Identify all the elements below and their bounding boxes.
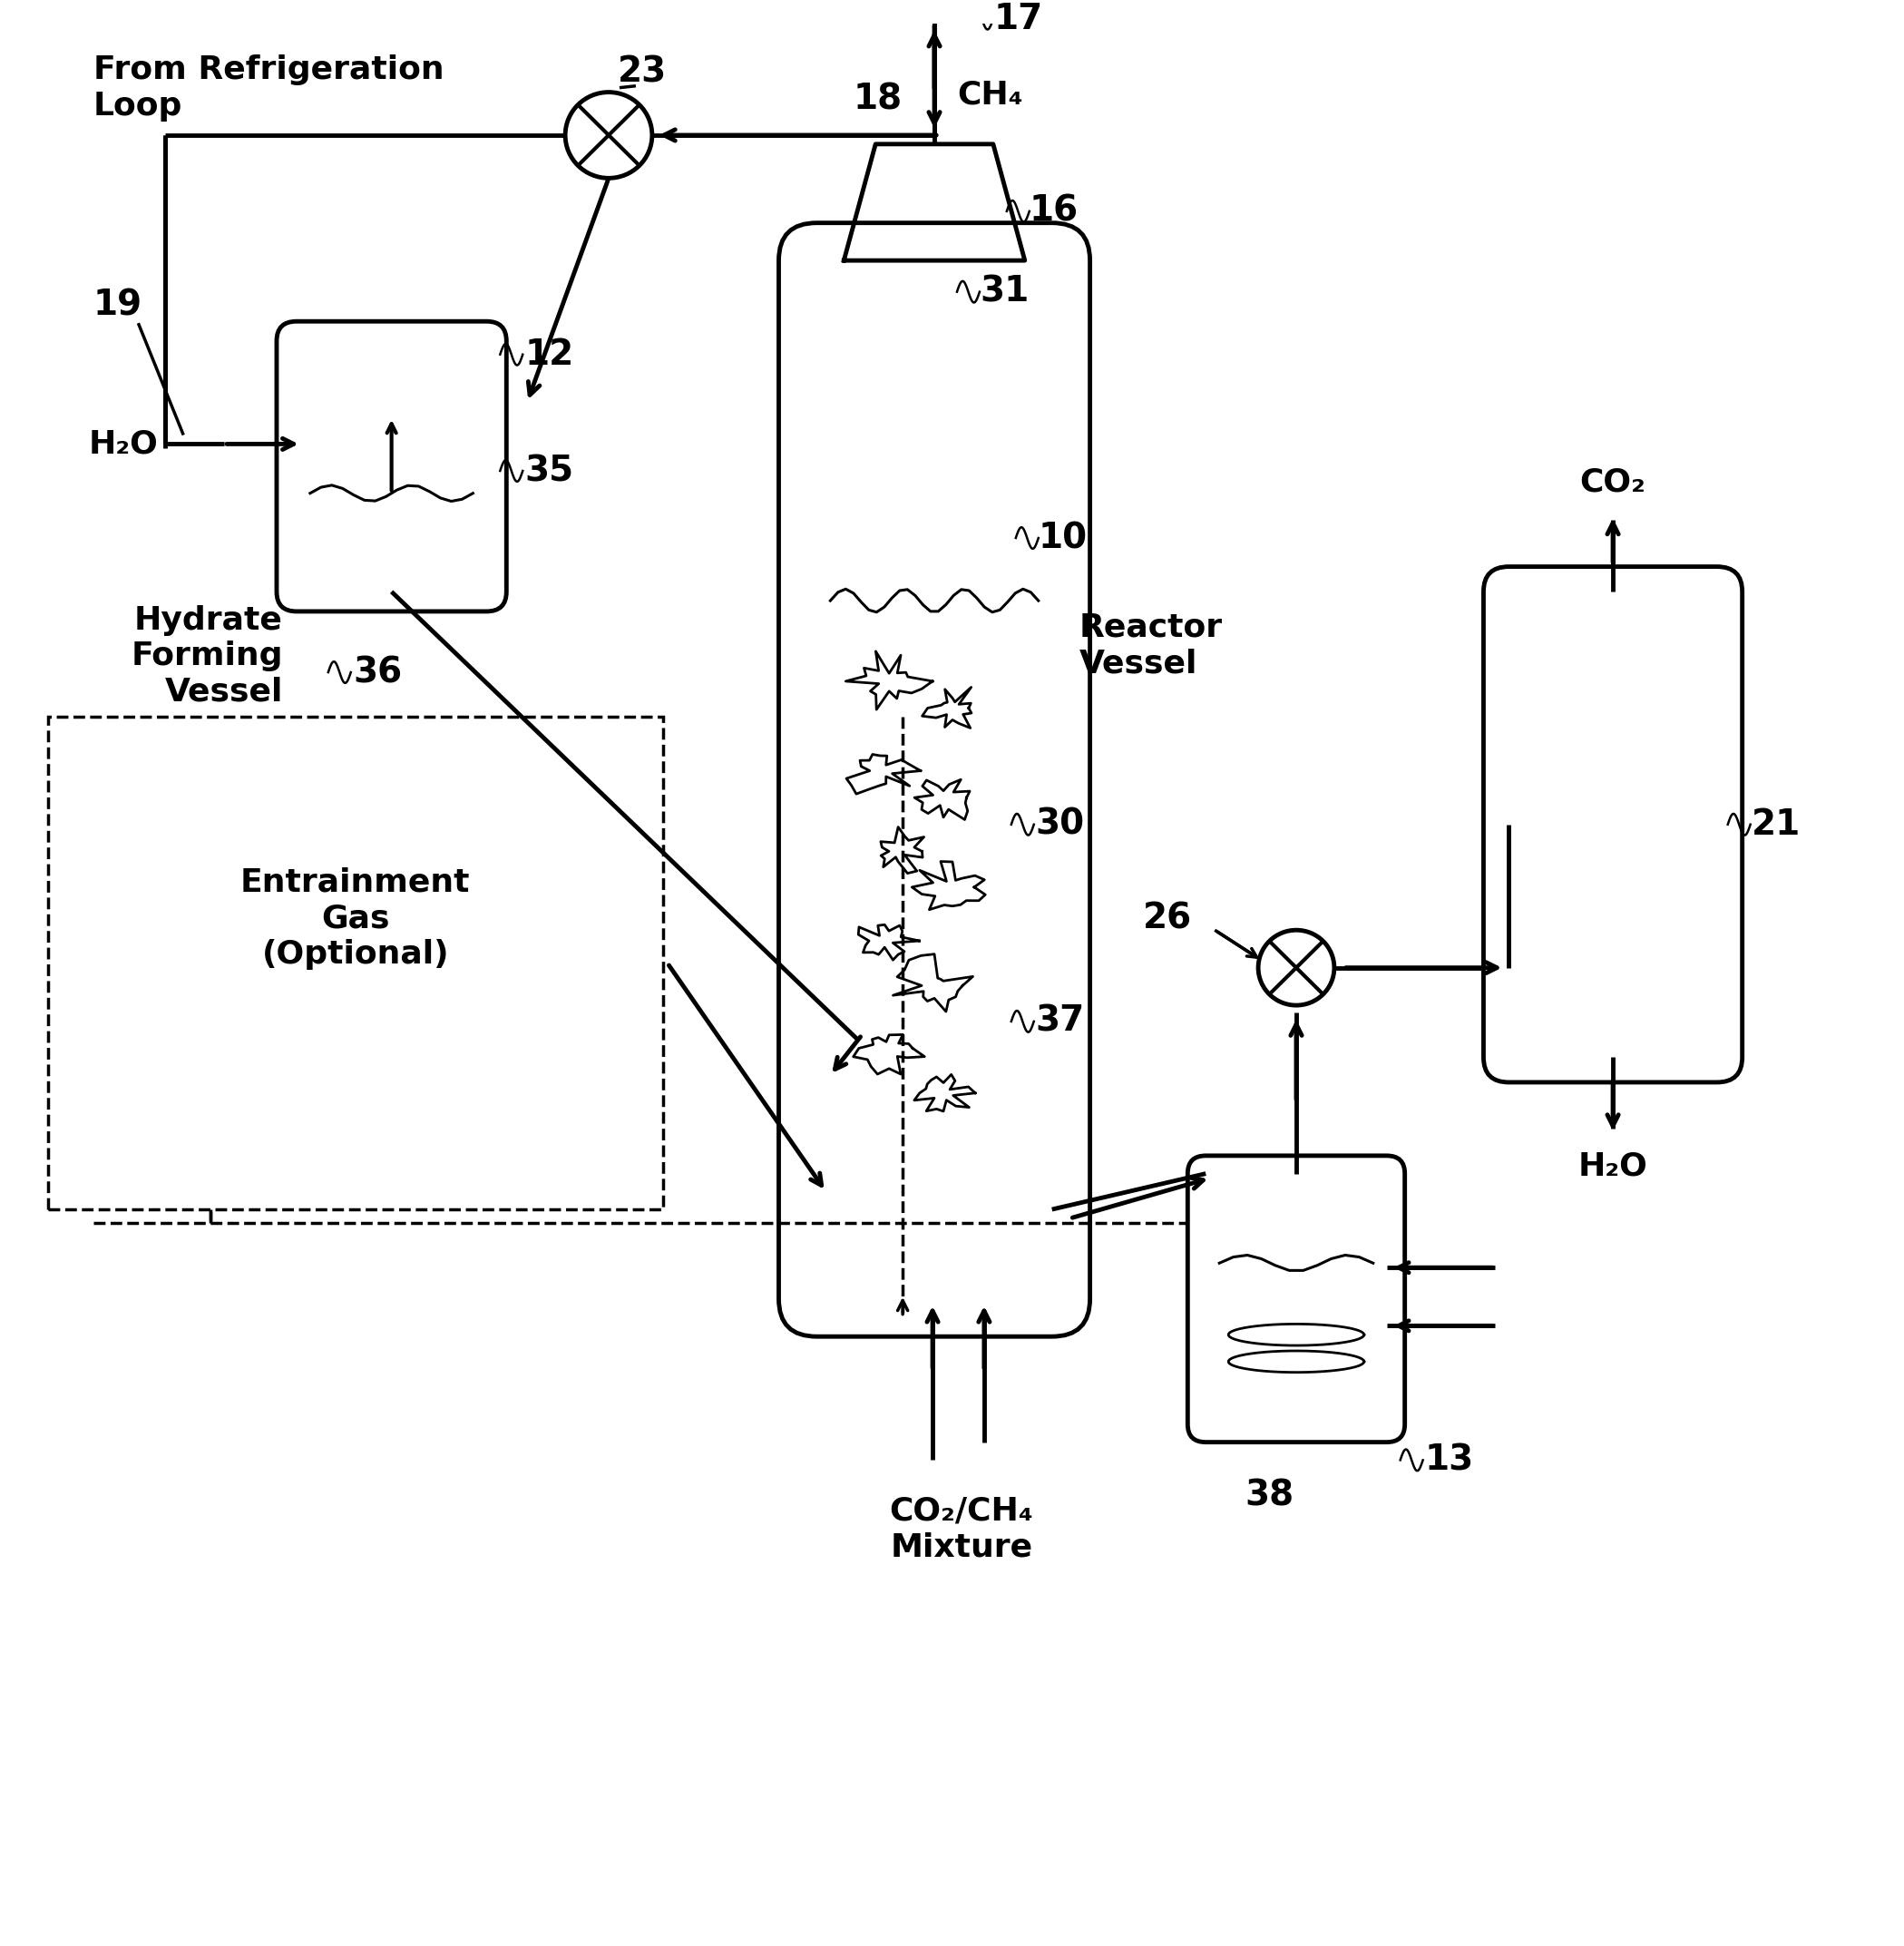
Text: CH₄: CH₄	[958, 80, 1022, 111]
Text: 17: 17	[994, 2, 1043, 37]
Text: 13: 13	[1424, 1442, 1474, 1477]
Text: 37: 37	[1036, 1004, 1085, 1039]
Text: H₂O: H₂O	[88, 428, 158, 459]
Text: Hydrate
Forming
Vessel: Hydrate Forming Vessel	[131, 605, 284, 708]
Text: 30: 30	[1036, 808, 1085, 843]
Text: 12: 12	[524, 337, 573, 372]
Text: 31: 31	[979, 274, 1028, 309]
Text: 18: 18	[853, 82, 902, 117]
Circle shape	[565, 91, 651, 179]
Text: CO₂/CH₄
Mixture: CO₂/CH₄ Mixture	[889, 1496, 1034, 1563]
Text: 21: 21	[1752, 808, 1801, 843]
FancyBboxPatch shape	[1188, 1156, 1405, 1442]
Text: Reactor
Vessel: Reactor Vessel	[1080, 613, 1222, 679]
Text: 19: 19	[93, 288, 143, 323]
Text: From Refrigeration
Loop: From Refrigeration Loop	[93, 54, 444, 121]
Text: 10: 10	[1038, 522, 1087, 555]
Text: 35: 35	[524, 453, 573, 488]
Circle shape	[1259, 930, 1335, 1006]
Text: H₂O: H₂O	[1578, 1152, 1647, 1181]
Text: 23: 23	[617, 54, 666, 90]
Text: 16: 16	[1030, 195, 1078, 228]
Text: 38: 38	[1245, 1479, 1293, 1514]
FancyBboxPatch shape	[779, 224, 1089, 1337]
Text: Entrainment
Gas
(Optional): Entrainment Gas (Optional)	[240, 868, 470, 969]
Text: 36: 36	[354, 656, 402, 689]
FancyBboxPatch shape	[276, 321, 506, 611]
FancyBboxPatch shape	[1483, 566, 1742, 1082]
Text: CO₂: CO₂	[1580, 467, 1645, 498]
Bar	[48, 716, 663, 1208]
Text: 26: 26	[1142, 901, 1192, 936]
